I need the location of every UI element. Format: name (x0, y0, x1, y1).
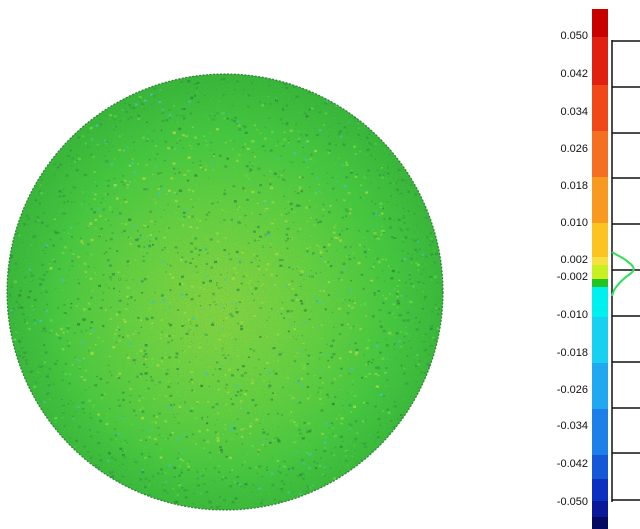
colorbar-segment (592, 85, 608, 131)
colorbar-segment (592, 265, 608, 279)
colorbar-tick-label: -0.026 (556, 384, 588, 396)
deviation-legend: 0.050 0.042 0.034 0.026 0.018 0.010 0.002 -0.00… (530, 0, 640, 529)
colorbar-tick-label: 0.026 (560, 143, 588, 155)
colorbar-segment (592, 131, 608, 177)
colorbar-tick-label: -0.010 (556, 309, 588, 321)
colorbar-tick-label: 0.042 (560, 68, 588, 80)
colorbar-segment (592, 501, 608, 517)
deviation-sphere-icon[interactable] (0, 0, 520, 529)
colorbar-tick-label: -0.018 (556, 347, 588, 359)
colorbar-segment (592, 177, 608, 223)
colorbar-tick-label: -0.050 (556, 496, 588, 508)
colorbar-tick-label: 0.018 (560, 180, 588, 192)
3d-viewport[interactable] (0, 0, 520, 529)
colorbar-segment (592, 455, 608, 479)
colorbar-tick-label: 0.002 (560, 254, 588, 266)
surface-noise (7, 74, 443, 510)
colorbar-tick-label: -0.042 (556, 458, 588, 470)
colorbar-tick-label: 0.034 (560, 106, 588, 118)
colorbar-tick-label: -0.002 (556, 271, 588, 283)
colorbar-segment (592, 37, 608, 85)
colorbar-segment (592, 363, 608, 409)
colorbar-segment (592, 257, 608, 265)
colorbar-segment (592, 287, 608, 317)
colorbar-segment (592, 409, 608, 455)
histogram-curve (611, 251, 635, 297)
colorbar-icon (592, 9, 608, 529)
colorbar-segment (592, 317, 608, 363)
colorbar-segment (592, 279, 608, 287)
colorbar-tick-label: 0.010 (560, 217, 588, 229)
deviation-histogram (611, 40, 640, 502)
colorbar-segment (592, 479, 608, 501)
colorbar-tick-label: -0.034 (556, 420, 588, 432)
colorbar-segment (592, 223, 608, 257)
sphere-rim (6, 73, 444, 511)
colorbar-segment (592, 9, 608, 37)
colorbar-tick-label: 0.050 (560, 30, 588, 42)
colorbar-segment (592, 517, 608, 529)
